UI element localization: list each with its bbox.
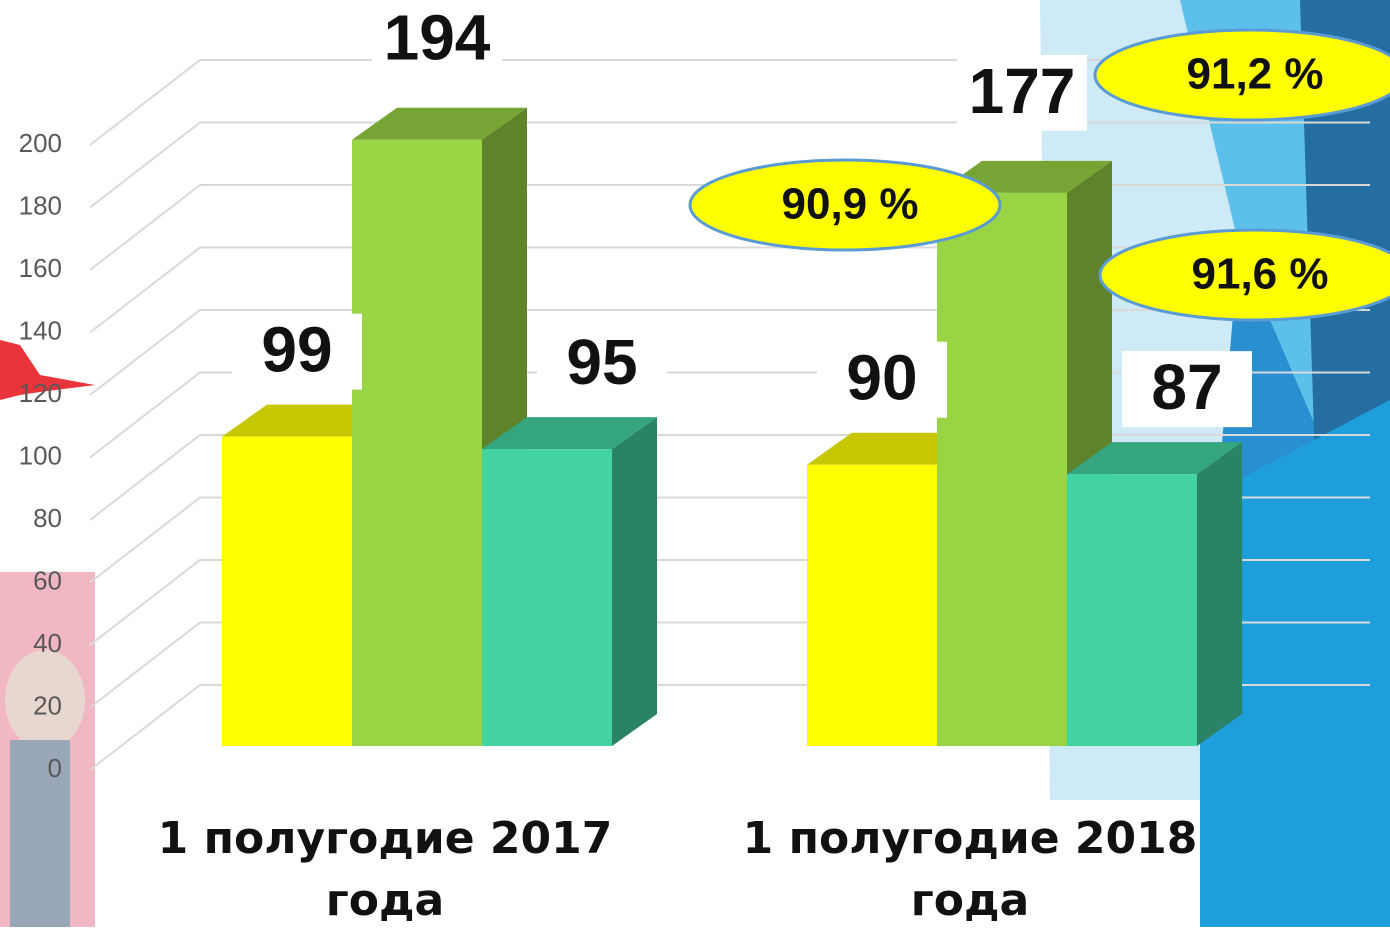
y-tick-label: 0 bbox=[48, 753, 62, 783]
bar-front bbox=[937, 192, 1067, 746]
bar-side bbox=[612, 417, 657, 746]
annotation-bubble bbox=[688, 158, 1002, 252]
y-tick-label: 60 bbox=[33, 565, 62, 595]
category-label: 1 полугодие 2018 года bbox=[742, 813, 1198, 926]
data-label: 99 bbox=[261, 314, 332, 386]
data-label: 95 bbox=[566, 326, 637, 398]
data-label: 90 bbox=[846, 342, 917, 414]
y-tick-label: 180 bbox=[19, 190, 62, 220]
bar-front bbox=[482, 449, 612, 746]
bar bbox=[1067, 442, 1242, 746]
annotation-bubble bbox=[1098, 228, 1390, 322]
y-tick-label: 200 bbox=[19, 128, 62, 158]
data-label-bg bbox=[957, 54, 1087, 131]
y-tick-label: 100 bbox=[19, 440, 62, 470]
y-tick-label: 140 bbox=[19, 315, 62, 345]
data-label-bg bbox=[537, 326, 667, 403]
y-tick-label: 120 bbox=[19, 378, 62, 408]
data-label-bg bbox=[1122, 351, 1252, 428]
data-label: 87 bbox=[1151, 351, 1222, 423]
annotation: 91,6 % bbox=[1192, 250, 1329, 299]
data-label-bg bbox=[372, 1, 502, 78]
data-label-bg bbox=[817, 341, 947, 418]
bar-side bbox=[1197, 442, 1242, 746]
bar-front bbox=[1067, 474, 1197, 746]
y-tick-label: 20 bbox=[33, 690, 62, 720]
category-label: 1 полугодие 2017 года bbox=[157, 813, 613, 926]
bar-top bbox=[482, 417, 657, 450]
data-label-bg bbox=[232, 313, 362, 390]
y-tick-label: 40 bbox=[33, 628, 62, 658]
annotation-bubble bbox=[1093, 28, 1390, 122]
y-tick-label: 80 bbox=[33, 503, 62, 533]
bar bbox=[352, 107, 527, 746]
bar bbox=[482, 417, 657, 746]
data-label: 194 bbox=[384, 2, 491, 74]
annotation: 90,9 % bbox=[782, 180, 919, 229]
bar-front bbox=[222, 436, 352, 746]
bar-top bbox=[352, 107, 527, 140]
data-label: 177 bbox=[969, 55, 1076, 127]
annotation: 91,2 % bbox=[1187, 50, 1324, 99]
bar-front bbox=[807, 464, 937, 746]
bar-front bbox=[352, 139, 482, 746]
bar-top bbox=[1067, 442, 1242, 475]
y-tick-label: 160 bbox=[19, 253, 62, 283]
